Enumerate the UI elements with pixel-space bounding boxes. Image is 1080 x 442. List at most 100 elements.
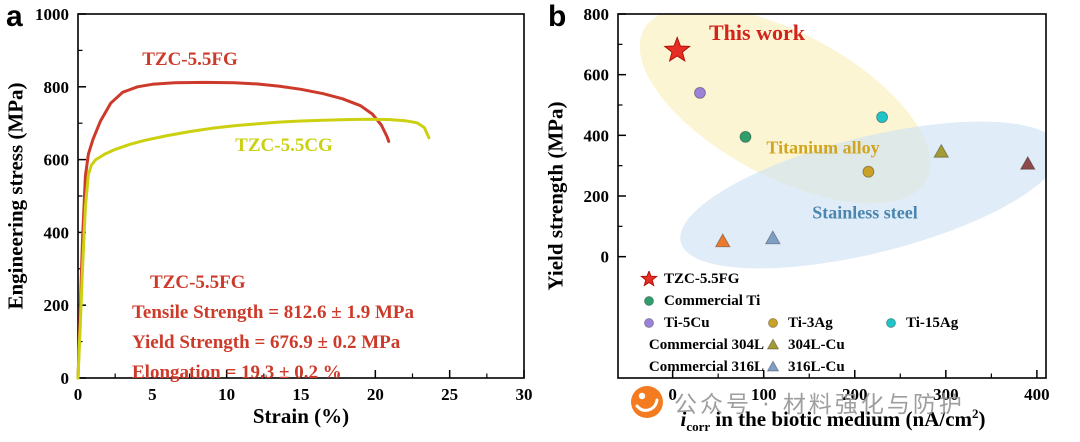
legend-item-316l-cu: 316L-Cu	[764, 359, 882, 376]
svg-text:800: 800	[584, 5, 610, 24]
svg-text:100: 100	[751, 385, 777, 404]
legend-marker-circle-icon	[768, 318, 778, 328]
legend-row: Ti-5Cu Ti-3Ag Ti-15Ag	[640, 312, 992, 334]
svg-text:200: 200	[584, 187, 610, 206]
legend-marker-glyph	[640, 271, 658, 287]
legend-marker-glyph	[644, 296, 654, 306]
legend: TZC-5.5FG Commercial Ti Ti-5Cu Ti-3Ag Ti-15A…	[640, 268, 992, 378]
svg-text:0: 0	[668, 385, 677, 404]
legend-marker-glyph	[766, 360, 780, 372]
legend-label: 316L-Cu	[788, 358, 845, 375]
curve-label-tzc-5-5fg: TZC-5.5FG	[142, 49, 238, 70]
xlabel-sub: corr	[686, 419, 711, 435]
legend-row: Commercial Ti	[640, 290, 992, 312]
svg-text:5: 5	[148, 385, 157, 404]
point-commercial-304l	[1019, 155, 1036, 170]
legend-marker-triangle-icon	[766, 360, 780, 372]
svg-text:400: 400	[44, 223, 70, 242]
legend-label: Ti-3Ag	[788, 314, 833, 331]
legend-label: TZC-5.5FG	[664, 270, 740, 287]
legend-marker-triangle-icon	[642, 371, 643, 372]
region-label-titanium-alloy: Titanium alloy	[766, 137, 880, 158]
svg-text:1000: 1000	[35, 5, 69, 24]
point-tzc-5-5fg	[663, 35, 691, 63]
point-316l-cu	[764, 229, 781, 245]
this-work-label: This work	[709, 20, 805, 45]
legend-marker-glyph	[766, 338, 780, 350]
stress-strain-chart: 0 5 10 15 20 25 30 0 200 400 600 800 1000	[35, 5, 533, 404]
region-ellipses	[639, 14, 1046, 269]
svg-text:200: 200	[842, 385, 868, 404]
svg-text:0: 0	[61, 369, 70, 388]
legend-marker-circle-icon	[644, 318, 654, 328]
x-axis-label-a: Strain (%)	[252, 404, 350, 428]
panel-b: 0 100 200 300 400 0 200 400 600 800 b This work T…	[540, 0, 1080, 442]
panel-a-label: a	[6, 0, 23, 33]
annotation-tensile-strength: Tensile Strength = 812.6 ± 1.9 MPa	[132, 302, 414, 323]
panel-b-label: b	[548, 0, 567, 33]
legend-marker-circle-icon	[644, 296, 654, 306]
svg-text:400: 400	[1024, 385, 1050, 404]
svg-text:800: 800	[44, 78, 70, 97]
svg-text:200: 200	[44, 296, 70, 315]
svg-text:20: 20	[367, 385, 384, 404]
legend-item-commercial-304l: Commercial 304L	[640, 337, 764, 354]
curve-tzc-5-5cg	[76, 117, 431, 380]
curve-label-tzc-5-5cg: TZC-5.5CG	[235, 135, 333, 156]
legend-marker-glyph	[886, 318, 896, 328]
watermark: 公众号 · 材料强化与防护	[630, 382, 965, 422]
legend-label: Ti-15Ag	[906, 314, 959, 331]
x-axis-label-b: icorr in the biotic medium (nA/cm2)	[680, 406, 985, 435]
legend-item-commercial-316l: Commercial 316L	[640, 359, 764, 376]
svg-text:400: 400	[584, 126, 610, 145]
curve-tzc-5-5fg	[76, 80, 391, 380]
annotation-yield-strength: Yield Strength = 676.9 ± 0.2 MPa	[132, 332, 401, 353]
legend-marker-star-icon	[640, 271, 658, 287]
legend-label: Ti-5Cu	[664, 314, 710, 331]
xlabel-end: )	[978, 407, 986, 431]
point-commercial-ti	[739, 130, 752, 143]
svg-text:0: 0	[601, 248, 610, 267]
svg-text:25: 25	[441, 385, 458, 404]
xlabel-var: i	[680, 407, 687, 431]
legend-label: Commercial 304L	[648, 336, 764, 353]
results-annotation: TZC-5.5FG Tensile Strength = 812.6 ± 1.9…	[132, 268, 414, 388]
legend-label: 304L-Cu	[788, 336, 845, 353]
xlabel-mid: in the biotic medium (nA/cm	[710, 407, 973, 431]
legend-item-ti-5cu: Ti-5Cu	[640, 315, 764, 332]
yield-vs-corrosion-chart: 0 100 200 300 400 0 200 400 600 800	[584, 5, 1050, 404]
annotation-elongation: Elongation = 19.3 ± 0.2 %	[132, 362, 342, 383]
y-axis-label-a: Engineering stress (MPa)	[3, 82, 28, 310]
legend-row: Commercial 304L 304L-Cu	[640, 334, 992, 356]
panel-a: 0 5 10 15 20 25 30 0 200 400 600 800 1000 a Engineer…	[3, 0, 533, 428]
point-304l-cu	[933, 143, 950, 158]
watermark-text: 公众号 · 材料强化与防护	[674, 392, 965, 418]
legend-item-commercial-ti: Commercial Ti	[640, 293, 764, 310]
region-label-stainless-steel: Stainless steel	[812, 202, 918, 223]
svg-text:15: 15	[293, 385, 310, 404]
legend-label: Commercial Ti	[664, 292, 761, 309]
svg-text:10: 10	[218, 385, 235, 404]
xlabel-sup: 2	[972, 406, 979, 421]
legend-marker-triangle-icon	[766, 338, 780, 350]
legend-item-ti-15ag: Ti-15Ag	[882, 315, 992, 332]
legend-marker-triangle-icon	[642, 349, 643, 350]
legend-item-ti-3ag: Ti-3Ag	[764, 315, 882, 332]
svg-text:600: 600	[584, 66, 610, 85]
legend-marker-circle-icon	[886, 318, 896, 328]
region-stainless-steel	[680, 121, 1046, 269]
svg-text:0: 0	[74, 385, 83, 404]
svg-text:30: 30	[516, 385, 533, 404]
legend-item-tzc-5-5fg: TZC-5.5FG	[640, 271, 764, 288]
legend-marker-glyph	[644, 318, 654, 328]
svg-text:300: 300	[933, 385, 959, 404]
legend-marker-glyph	[768, 318, 778, 328]
annotation-title: TZC-5.5FG	[150, 272, 246, 293]
y-axis-label-b: Yield strength (MPa)	[543, 101, 568, 291]
watermark-logo-icon	[631, 386, 663, 418]
point-commercial-316l	[714, 232, 731, 248]
legend-row: Commercial 316L 316L-Cu	[640, 356, 992, 378]
svg-text:600: 600	[44, 151, 70, 170]
legend-item-304l-cu: 304L-Cu	[764, 337, 882, 354]
